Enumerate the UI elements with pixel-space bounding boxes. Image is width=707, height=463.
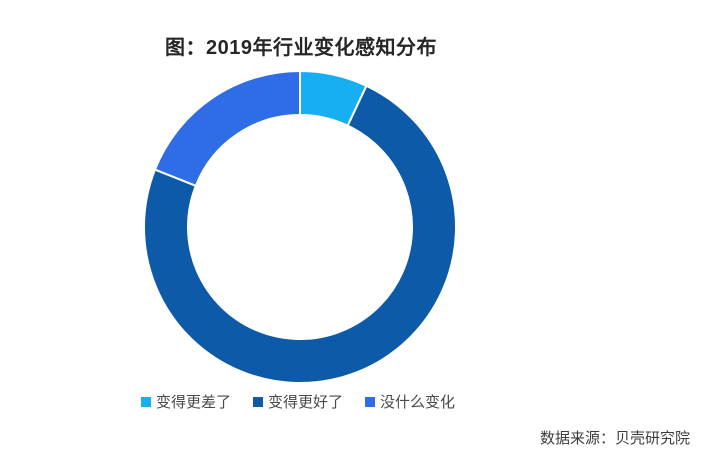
donut-chart bbox=[143, 69, 457, 384]
legend-label: 变得更差了 bbox=[156, 394, 232, 411]
chart-legend: 变得更差了 变得更好了 没什么变化 bbox=[141, 391, 455, 412]
legend-swatch-icon bbox=[141, 396, 151, 407]
legend-item-1: 变得更差了 bbox=[141, 391, 231, 412]
data-source-note: 数据来源：贝壳研究院 bbox=[539, 430, 690, 447]
legend-label: 变得更好了 bbox=[268, 394, 344, 411]
legend-item-2: 变得更好了 bbox=[253, 391, 343, 412]
legend-item-3: 没什么变化 bbox=[365, 391, 455, 412]
legend-swatch-icon bbox=[253, 396, 264, 407]
donut-chart-svg bbox=[143, 69, 457, 384]
donut-slice-2 bbox=[143, 84, 457, 384]
legend-swatch-icon bbox=[365, 396, 376, 407]
chart-title: 图：2019年行业变化感知分布 bbox=[165, 37, 437, 59]
legend-label: 没什么变化 bbox=[380, 394, 456, 411]
donut-slice-3 bbox=[153, 69, 301, 188]
